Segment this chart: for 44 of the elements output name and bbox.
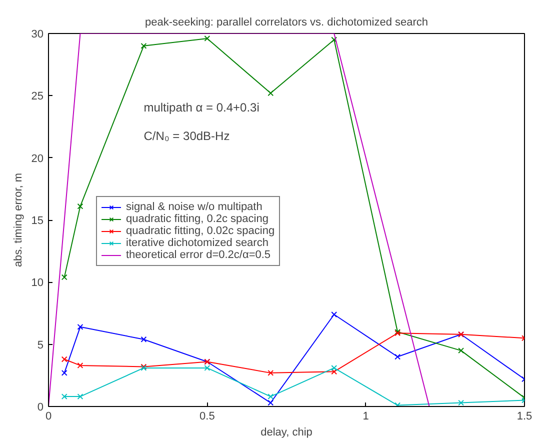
y-axis-title: abs. timing error, m [12,172,24,268]
point [394,354,401,360]
point [204,36,210,42]
y-tick-label: 15 [31,215,44,227]
y-tick-label: 10 [31,277,44,290]
point [140,42,147,49]
point [77,394,84,400]
y-tick-label: 20 [31,152,44,165]
point [61,356,68,362]
point [204,364,210,371]
legend-label: quadratic fitting, 0.2c spacing [126,213,268,225]
point [140,336,147,342]
x-tick-label: 1 [362,410,369,422]
x-tick-label: 1.5 [516,410,532,422]
point [331,312,338,318]
point [458,348,464,354]
x-tick-label: 0.5 [200,410,215,422]
y-tick-label: 0 [37,402,44,414]
point [268,90,274,96]
point [77,203,84,210]
point [61,274,68,280]
y-tick-label: 5 [37,339,44,352]
point [331,368,338,375]
x-tick-label: 0 [45,410,52,422]
legend-label: theoretical error d=0.2c/α=0.5 [126,249,271,261]
point [61,394,68,400]
point [331,36,338,43]
point [268,370,274,376]
point [61,370,68,376]
y-tick-label: 25 [31,90,44,103]
point [77,362,84,368]
x-axis-title: delay, chip [260,426,312,438]
point [268,394,274,400]
point [268,400,274,406]
point [331,364,338,371]
annotation: C/N₀ = 30dB-Hz [144,128,230,143]
legend-label: iterative dichotomized search [126,237,268,249]
chart-title: peak-seeking: parallel correlators vs. dichotomized search [144,16,428,28]
point [458,400,464,406]
legend-label: signal & noise w/o multipath [126,201,262,213]
y-tick-label: 30 [31,28,44,40]
point [77,324,84,330]
legend-label: quadratic fitting, 0.02c spacing [126,225,275,237]
annotation: multipath α = 0.4+0.3i [144,100,260,114]
